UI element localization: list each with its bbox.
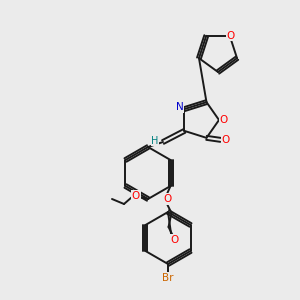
Text: H: H [151,136,159,146]
Text: O: O [170,235,178,245]
Text: Br: Br [162,273,174,283]
Text: N: N [176,102,183,112]
Text: O: O [132,191,140,201]
Text: O: O [226,31,235,41]
Text: O: O [220,115,228,125]
Text: O: O [164,194,172,204]
Text: O: O [221,135,230,145]
